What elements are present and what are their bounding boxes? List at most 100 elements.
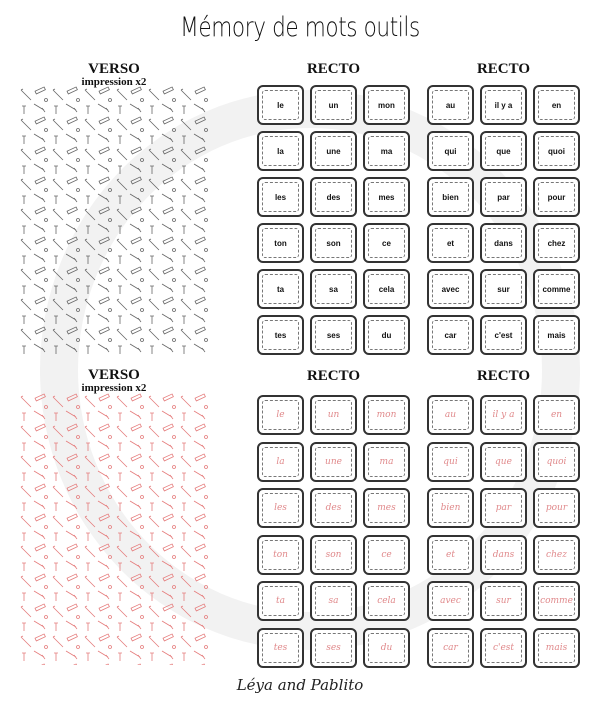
memory-card: comme: [533, 581, 580, 621]
memory-card: des: [310, 177, 357, 217]
card-word: une: [315, 446, 352, 477]
card-word: sur: [485, 274, 522, 304]
card-word: en: [538, 400, 575, 430]
card-word: ton: [262, 539, 299, 570]
memory-card: chez: [533, 223, 580, 263]
memory-card: avec: [427, 581, 474, 621]
memory-card: du: [363, 315, 410, 355]
card-word: pour: [538, 182, 575, 212]
card-word: en: [538, 90, 575, 120]
memory-card: ta: [257, 581, 304, 621]
card-word: son: [315, 228, 352, 258]
memory-card: du: [363, 627, 410, 668]
recto-title: RECTO: [476, 61, 531, 77]
memory-card: quoi: [533, 131, 580, 171]
card-word: quoi: [538, 136, 575, 166]
memory-card: il y a: [480, 85, 527, 125]
card-word: comme: [538, 586, 575, 616]
recto-title: RECTO: [476, 368, 531, 384]
card-word: la: [262, 136, 299, 166]
card-word: chez: [538, 539, 575, 570]
memory-card: mon: [363, 85, 410, 125]
memory-card: pour: [533, 488, 580, 528]
memory-card: bien: [427, 488, 474, 528]
card-word: comme: [538, 274, 575, 304]
memory-card: par: [480, 488, 527, 528]
card-word: ses: [315, 632, 352, 663]
card-word: cela: [368, 274, 405, 304]
memory-card: la: [257, 441, 304, 482]
memory-card: pour: [533, 177, 580, 217]
memory-card: mon: [363, 395, 410, 435]
memory-card: ton: [257, 223, 304, 263]
card-word: ce: [368, 539, 405, 570]
memory-card: un: [310, 395, 357, 435]
card-word: le: [262, 90, 299, 120]
memory-card: et: [427, 534, 474, 575]
card-word: tes: [262, 320, 299, 350]
card-word: des: [315, 182, 352, 212]
card-word: ta: [262, 586, 299, 616]
card-word: du: [368, 320, 405, 350]
memory-card: son: [310, 534, 357, 575]
card-grid: au il y a en qui que quoi bien par pour et dans che…: [427, 85, 580, 355]
card-grid: le un mon la une ma les des mes ton son ce ta sa cela t…: [257, 395, 410, 668]
verso-header: VERSO impression x2: [18, 62, 210, 88]
card-word: avec: [432, 586, 469, 616]
card-word: mes: [368, 182, 405, 212]
card-word: quoi: [538, 446, 575, 477]
card-word: par: [485, 493, 522, 523]
memory-card: bien: [427, 177, 474, 217]
memory-card: sa: [310, 581, 357, 621]
memory-card: ton: [257, 534, 304, 575]
memory-card: en: [533, 85, 580, 125]
card-word: car: [432, 320, 469, 350]
card-word: mon: [368, 90, 405, 120]
card-word: ma: [368, 446, 405, 477]
verso-subtitle: impression x2: [81, 382, 147, 394]
memory-card: quoi: [533, 441, 580, 482]
memory-card: des: [310, 488, 357, 528]
card-word: un: [315, 90, 352, 120]
memory-card: les: [257, 488, 304, 528]
card-word: les: [262, 182, 299, 212]
memory-card: comme: [533, 269, 580, 309]
memory-card: au: [427, 85, 474, 125]
card-word: des: [315, 493, 352, 523]
memory-card: mes: [363, 488, 410, 528]
memory-card: cela: [363, 581, 410, 621]
memory-card: c'est: [480, 627, 527, 668]
memory-card: cela: [363, 269, 410, 309]
card-word: que: [485, 136, 522, 166]
card-word: son: [315, 539, 352, 570]
card-word: ses: [315, 320, 352, 350]
card-word: cela: [368, 586, 405, 616]
memory-card: ce: [363, 223, 410, 263]
card-word: mon: [368, 400, 405, 430]
memory-card: chez: [533, 534, 580, 575]
tools-pattern-grey-icon: [18, 86, 210, 356]
memory-card: les: [257, 177, 304, 217]
card-word: au: [432, 400, 469, 430]
verso-header: VERSO impression x2: [18, 368, 210, 394]
card-word: et: [432, 539, 469, 570]
card-word: au: [432, 90, 469, 120]
memory-card: un: [310, 85, 357, 125]
card-word: il y a: [485, 90, 522, 120]
card-word: mes: [368, 493, 405, 523]
card-word: ta: [262, 274, 299, 304]
memory-card: sur: [480, 269, 527, 309]
memory-card: sur: [480, 581, 527, 621]
memory-card: ta: [257, 269, 304, 309]
card-word: c'est: [485, 320, 522, 350]
memory-card: une: [310, 441, 357, 482]
card-word: il y a: [485, 400, 522, 430]
memory-card: qui: [427, 131, 474, 171]
card-word: que: [485, 446, 522, 477]
card-word: avec: [432, 274, 469, 304]
recto-title: RECTO: [306, 61, 361, 77]
memory-card: par: [480, 177, 527, 217]
page-title: Mémory de mots outils: [180, 12, 420, 43]
card-word: mais: [538, 632, 575, 663]
memory-card: mais: [533, 627, 580, 668]
